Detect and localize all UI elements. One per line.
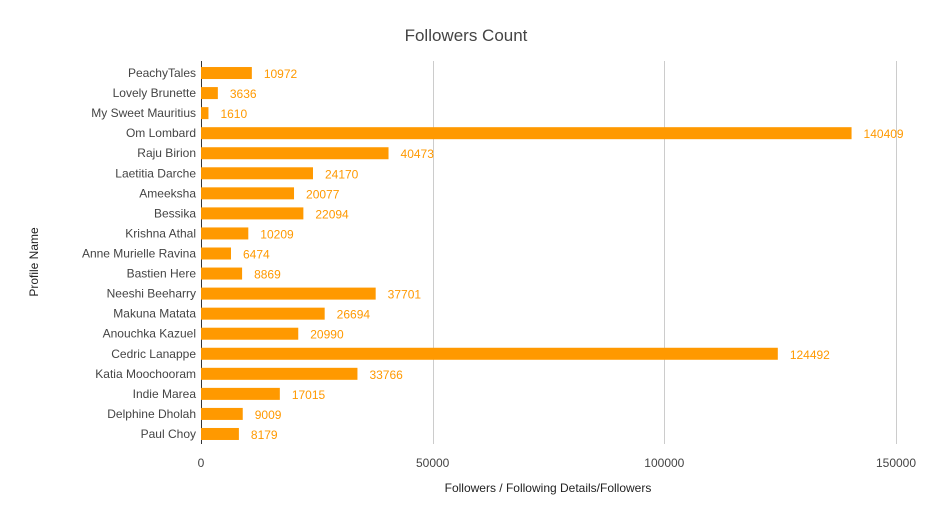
category-label: Paul Choy	[141, 427, 196, 441]
data-label: 8869	[254, 268, 281, 282]
data-label: 3636	[230, 87, 257, 101]
data-label: 6474	[243, 248, 270, 262]
category-label: Anne Murielle Ravina	[82, 247, 196, 261]
category-label: Bessika	[154, 206, 196, 220]
bar	[201, 127, 852, 140]
data-label: 1610	[220, 107, 247, 121]
category-label: Cedric Lanappe	[111, 347, 196, 361]
category-label: Bastien Here	[127, 267, 197, 281]
bar	[201, 427, 239, 440]
category-label: Anouchka Kazuel	[103, 327, 196, 341]
bar	[201, 187, 295, 200]
bar	[201, 147, 389, 160]
y-axis-title: Profile Name	[27, 227, 41, 297]
category-label: Katia Moochooram	[95, 367, 196, 381]
data-label: 40473	[401, 147, 435, 161]
bar	[201, 267, 243, 280]
data-label: 20077	[306, 187, 340, 201]
bar	[201, 247, 231, 260]
bar	[201, 167, 313, 180]
data-label: 124492	[790, 348, 830, 362]
data-label: 9009	[255, 408, 282, 422]
category-labels: PeachyTales Lovely Brunette My Sweet Mauri…	[82, 66, 196, 441]
category-label: Raju Birion	[137, 146, 196, 160]
data-label: 140409	[864, 127, 904, 141]
bar	[201, 107, 209, 120]
bar	[201, 387, 280, 400]
bar	[201, 87, 218, 100]
x-tick-label: 0	[198, 456, 205, 470]
bar	[201, 367, 358, 380]
category-label: Krishna Athal	[125, 226, 196, 240]
bar	[201, 327, 299, 340]
data-label: 26694	[337, 308, 371, 322]
category-label: Ameeksha	[139, 186, 196, 200]
bar	[201, 347, 778, 360]
category-label: Indie Marea	[133, 387, 197, 401]
data-label: 8179	[251, 428, 278, 442]
data-label: 10972	[264, 67, 298, 81]
category-label: Neeshi Beeharry	[107, 287, 196, 301]
data-label: 17015	[292, 388, 326, 402]
grid-layer	[201, 61, 897, 444]
x-axis-title: Followers / Following Details/Followers	[445, 481, 652, 495]
chart-title: Followers Count	[405, 26, 528, 45]
category-label: Lovely Brunette	[113, 86, 197, 100]
x-tick-labels: 0 50000 100000 150000	[198, 456, 917, 470]
bar	[201, 67, 252, 80]
category-label: My Sweet Mauritius	[91, 106, 196, 120]
data-label: 22094	[315, 207, 349, 221]
bar	[201, 207, 304, 220]
category-label: Makuna Matata	[113, 307, 196, 321]
category-label: PeachyTales	[128, 66, 196, 80]
category-label: Laetitia Darche	[115, 166, 196, 180]
x-tick-label: 150000	[876, 456, 916, 470]
data-label: 37701	[388, 288, 422, 302]
category-label: Om Lombard	[126, 126, 196, 140]
bar	[201, 407, 243, 420]
data-label: 33766	[369, 368, 403, 382]
bar	[201, 227, 249, 240]
bar-layer	[201, 67, 852, 440]
bar	[201, 287, 376, 300]
x-tick-label: 50000	[416, 456, 450, 470]
data-label: 20990	[310, 328, 344, 342]
data-label: 24170	[325, 167, 359, 181]
x-tick-label: 100000	[644, 456, 684, 470]
data-labels: 10972 3636 1610 140409 40473 24170 20077 22094 1…	[220, 67, 903, 442]
data-label: 10209	[260, 227, 294, 241]
bar	[201, 307, 325, 320]
category-label: Delphine Dholah	[107, 407, 196, 421]
